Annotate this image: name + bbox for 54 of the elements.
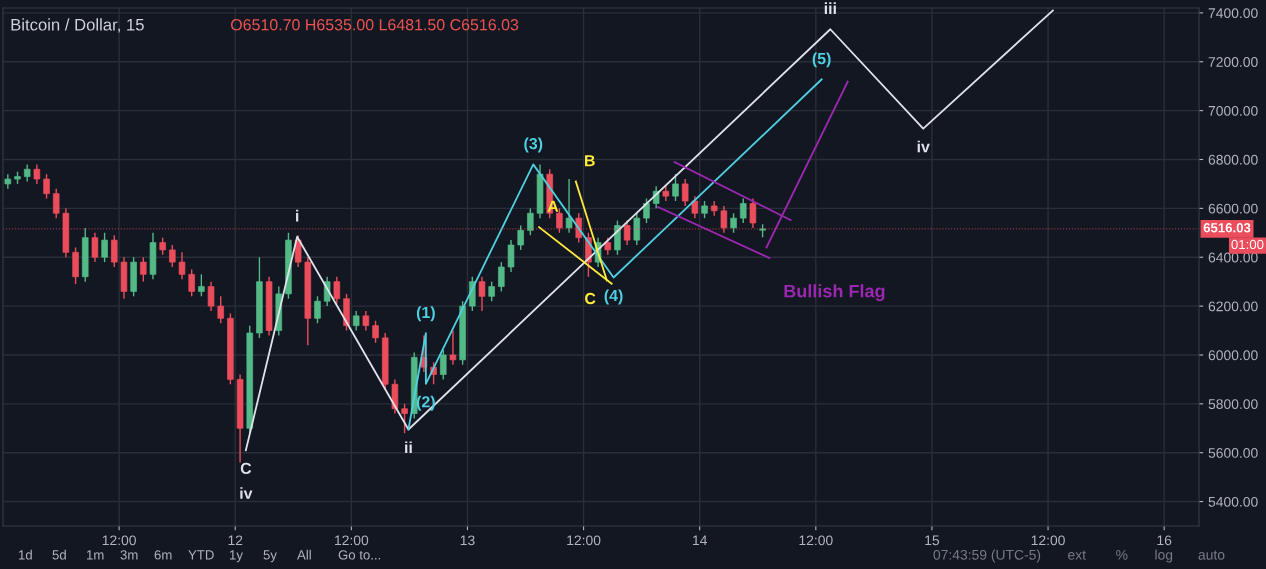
annotation: (4) — [604, 289, 623, 305]
text: YTD — [188, 550, 214, 560]
x-tick-label: 14 — [693, 535, 708, 546]
text: % — [1116, 549, 1128, 560]
x-tick-label: 16 — [1157, 535, 1172, 546]
y-tick-label: 6600.00 — [1208, 203, 1258, 214]
text: 1m — [87, 550, 104, 560]
x-tick-label: 12:00 — [1031, 535, 1065, 546]
text: 1y — [230, 550, 243, 563]
text: Bitcoin / Dollar, 15 — [11, 18, 144, 33]
text: 1d — [19, 549, 32, 560]
x-tick-label: 12:00 — [567, 535, 601, 546]
text: 5d — [52, 549, 66, 560]
annotation: iii — [824, 2, 836, 14]
annotation: (2) — [416, 395, 435, 411]
annotation: C — [240, 462, 252, 474]
text: auto — [1198, 550, 1225, 560]
annotation: iv — [917, 140, 930, 153]
ref-line-label: 6516.03 — [1203, 223, 1251, 233]
x-tick-label: 12:00 — [799, 535, 833, 546]
annotation: iv — [240, 487, 253, 499]
y-tick-label: 7200.00 — [1208, 57, 1258, 67]
y-tick-label: 5800.00 — [1208, 399, 1258, 409]
annotation: Bullish Flag — [784, 284, 885, 302]
text: 5y — [263, 550, 277, 563]
x-tick-label: 12:00 — [335, 535, 369, 546]
annotation: C — [585, 292, 596, 305]
text: 3m — [120, 550, 138, 560]
annotation: (5) — [812, 52, 831, 68]
annotation: ii — [405, 441, 412, 454]
y-tick-label: 6000.00 — [1208, 350, 1258, 361]
x-tick-label: 15 — [925, 535, 940, 546]
y-tick-label: 6200.00 — [1208, 301, 1258, 312]
text: Go to... — [338, 550, 381, 560]
text: All — [297, 549, 311, 560]
text: O6510.70 H6535.00 L6481.50 C6516.03 — [231, 19, 519, 31]
y-tick-label: 6800.00 — [1208, 154, 1258, 165]
annotation: (3) — [524, 137, 543, 153]
text: 01:00 — [1231, 239, 1264, 250]
y-tick-label: 7400.00 — [1208, 8, 1258, 19]
y-tick-label: 7000.00 — [1208, 105, 1258, 116]
y-tick-label: 5400.00 — [1208, 496, 1258, 507]
text: 07:43:59 (UTC-5) — [933, 549, 1041, 563]
x-tick-label: 13 — [460, 535, 475, 546]
annotation: i — [296, 209, 299, 222]
x-tick-label: 12 — [228, 535, 243, 546]
x-tick-label: 12:00 — [102, 535, 136, 546]
annotation: (1) — [416, 306, 435, 322]
annotation: B — [585, 155, 595, 167]
text: log — [1155, 549, 1173, 563]
text: ext — [1068, 550, 1086, 560]
y-tick-label: 5600.00 — [1208, 448, 1258, 458]
y-tick-label: 6400.00 — [1208, 252, 1258, 263]
text: 6m — [154, 550, 172, 560]
